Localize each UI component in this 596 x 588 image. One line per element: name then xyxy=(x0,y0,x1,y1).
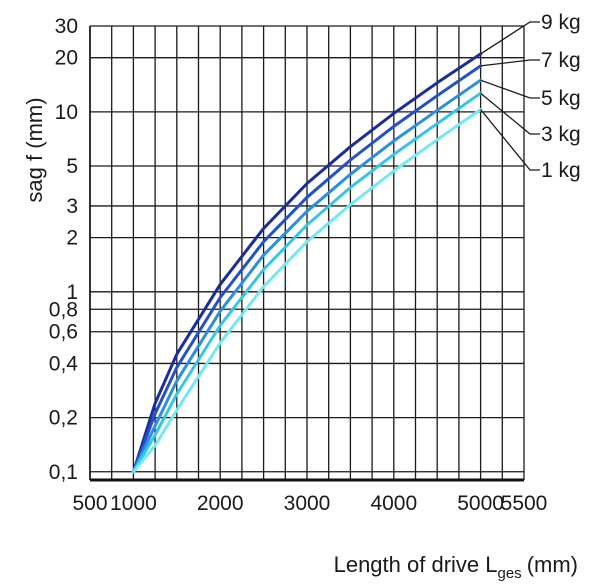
legend-leader-line xyxy=(480,59,540,67)
y-tick-label: 0,1 xyxy=(49,461,78,484)
x-axis-title-main: Length of drive L xyxy=(334,552,498,577)
series-lines xyxy=(131,52,483,474)
x-tick-label: 3000 xyxy=(284,492,331,515)
series-line-2 xyxy=(131,78,483,474)
series-line-1 xyxy=(131,64,483,474)
y-tick-label: 0,4 xyxy=(49,352,79,375)
legend: 9 kg 7 kg 5 kg 3 kg 1 kg xyxy=(480,11,581,182)
legend-leader-line xyxy=(480,92,540,135)
y-tick-label: 3 xyxy=(66,195,78,218)
series-line-0 xyxy=(131,52,483,474)
x-axis-title-subscript: ges xyxy=(498,565,522,582)
legend-label: 7 kg xyxy=(541,49,581,72)
x-tick-label: 5500 xyxy=(501,492,548,515)
legend-label: 5 kg xyxy=(541,87,581,110)
y-axis-title: sag f (mm) xyxy=(22,97,47,202)
x-tick-label: 500 xyxy=(72,492,107,515)
legend-label: 9 kg xyxy=(541,11,581,34)
y-tick-labels: 0,1 0,2 0,4 0,60,81 2 3 5 10 20 30 xyxy=(49,15,79,484)
x-tick-label: 4000 xyxy=(370,492,417,515)
y-tick-label: 1 xyxy=(66,281,78,304)
legend-label: 1 kg xyxy=(541,159,581,182)
legend-leader-line xyxy=(480,21,540,55)
series-line-3 xyxy=(131,91,483,474)
x-tick-label: 1000 xyxy=(110,492,157,515)
legend-label: 3 kg xyxy=(541,123,581,146)
x-tick-label: 5000 xyxy=(457,492,504,515)
series-line-4 xyxy=(131,108,483,474)
grid xyxy=(89,25,525,480)
y-tick-label: 30 xyxy=(55,15,78,38)
y-tick-label: 0,6 xyxy=(49,321,78,344)
x-tick-label: 2000 xyxy=(197,492,244,515)
y-tick-label: 0,8 xyxy=(49,298,78,321)
y-tick-label: 2 xyxy=(66,227,78,250)
y-tick-label: 10 xyxy=(55,101,78,124)
axes xyxy=(89,26,524,482)
x-axis-title: Length of drive Lges (mm) xyxy=(334,552,578,582)
legend-leader-line xyxy=(480,79,540,99)
y-tick-label: 20 xyxy=(55,47,78,70)
legend-leader-line xyxy=(480,109,540,171)
y-tick-label: 5 xyxy=(66,155,78,178)
x-axis-title-unit: (mm) xyxy=(527,552,578,577)
y-tick-label: 0,2 xyxy=(49,407,78,430)
